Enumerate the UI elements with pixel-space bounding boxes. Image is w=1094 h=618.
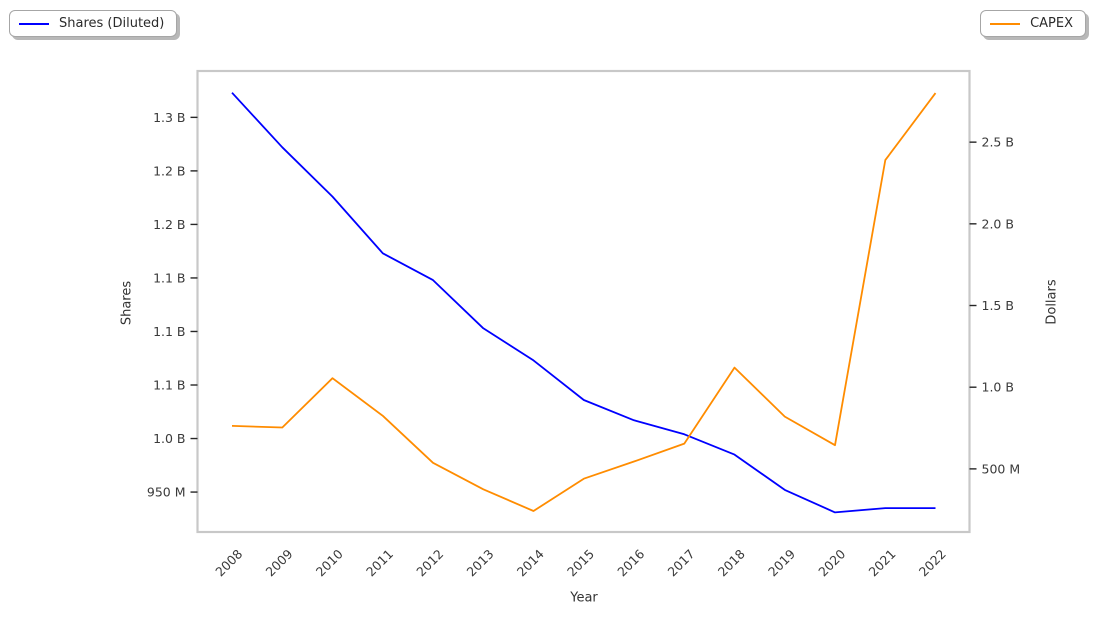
x-axis-title: Year [570, 590, 598, 606]
x-tick-label: 2019 [765, 546, 798, 579]
x-tick-label: 2020 [815, 546, 848, 579]
right-axis-title: Dollars [1044, 279, 1060, 325]
y-tick-label-left: 1.0 B [153, 431, 185, 446]
shares-line-swatch [19, 22, 49, 25]
y-tick-label-left: 1.2 B [153, 217, 185, 232]
y-tick-label-right: 1.0 B [982, 380, 1014, 395]
capex-line [231, 92, 937, 512]
y-tick-label-right: 2.5 B [982, 135, 1014, 150]
legend-shares-label: Shares (Diluted) [59, 16, 165, 31]
x-tick-label: 2018 [715, 546, 748, 579]
x-tick-label: 2014 [514, 546, 547, 579]
legend-shares-diluted: Shares (Diluted) [9, 10, 178, 37]
y-tick-label-left: 1.1 B [153, 378, 185, 393]
x-tick-label: 2022 [916, 546, 949, 579]
shares-diluted-line [231, 92, 936, 514]
y-tick-label-right: 500 M [982, 461, 1021, 476]
x-tick-label: 2017 [665, 546, 698, 579]
x-tick-label: 2015 [564, 546, 597, 579]
x-tick-label: 2011 [363, 546, 396, 579]
y-tick-label-left: 1.3 B [153, 110, 185, 125]
y-tick-label-right: 1.5 B [982, 298, 1014, 313]
y-tick-label-left: 1.1 B [153, 324, 185, 339]
capex-line-swatch [990, 22, 1021, 25]
x-tick-label: 2010 [313, 546, 346, 579]
y-tick-label-left: 1.2 B [153, 163, 185, 178]
y-tick-label-left: 950 M [147, 485, 186, 500]
x-tick-label: 2009 [263, 546, 296, 579]
plot-border [196, 69, 971, 534]
left-axis-title: Shares [119, 280, 135, 326]
y-tick-label-left: 1.1 B [153, 270, 185, 285]
x-tick-label: 2012 [413, 546, 446, 579]
legend-capex: CAPEX [980, 10, 1086, 37]
y-tick-label-right: 2.0 B [982, 216, 1014, 231]
x-tick-label: 2013 [464, 546, 497, 579]
x-tick-label: 2016 [614, 546, 647, 579]
x-tick-label: 2008 [212, 546, 245, 579]
x-tick-label: 2021 [866, 546, 899, 579]
legend-capex-label: CAPEX [1030, 16, 1073, 31]
